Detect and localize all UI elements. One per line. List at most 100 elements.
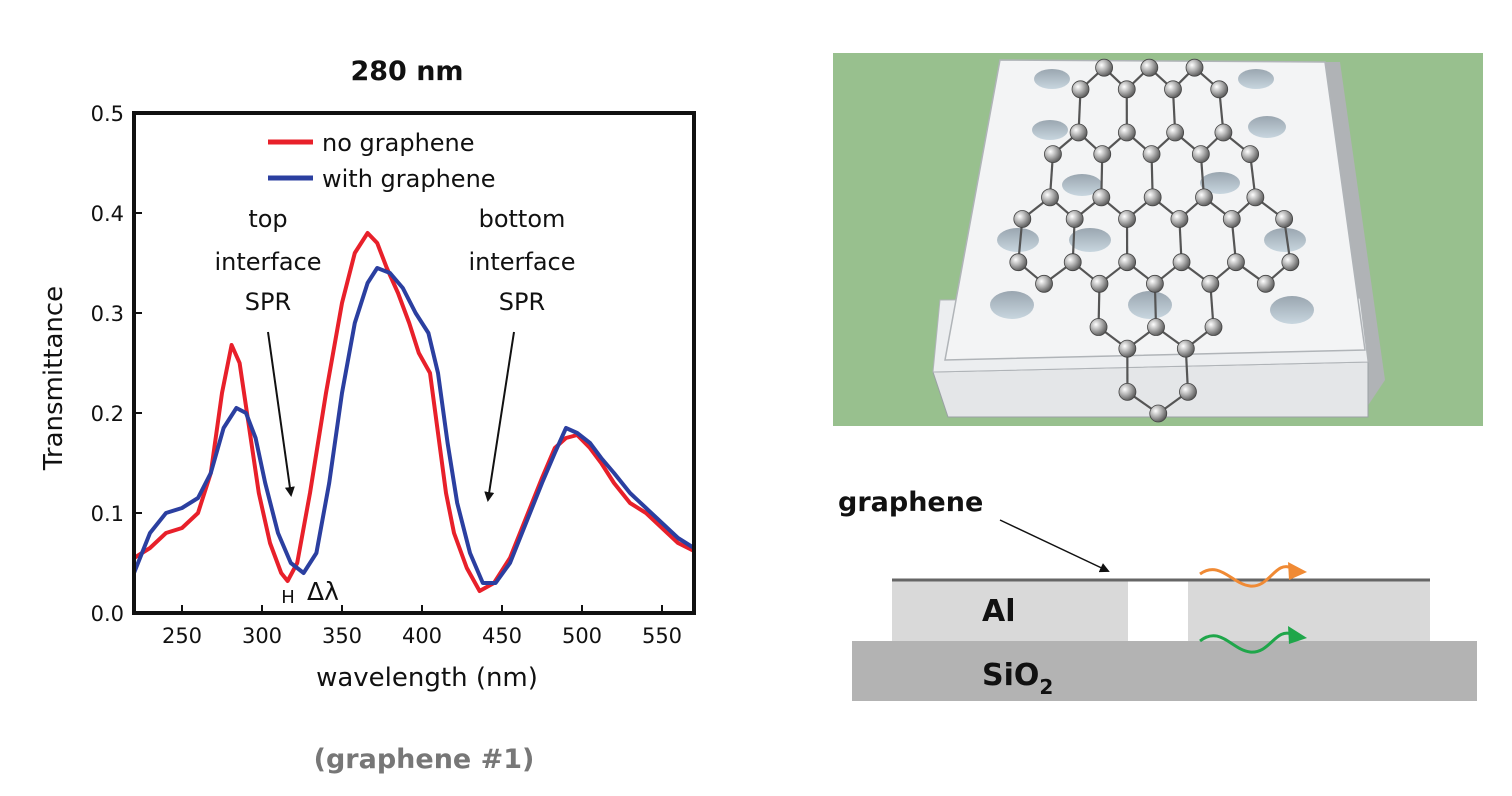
- carbon-atom: [1142, 145, 1161, 164]
- carbon-atom: [1089, 318, 1108, 336]
- annotation-h-mark: H: [281, 587, 295, 608]
- annotation-bottom-line3: SPR: [499, 288, 545, 316]
- carbon-atom: [1166, 123, 1185, 142]
- hole: [1238, 69, 1274, 89]
- x-tick-label: 250: [162, 624, 202, 648]
- graphene-pointer-arrow: [999, 519, 1110, 573]
- carbon-atom: [1227, 253, 1245, 272]
- sio2-label: SiO2: [982, 658, 1053, 699]
- top-surface-plasmon-wave: [1199, 565, 1293, 588]
- annotation-delta-lambda: Δλ: [307, 577, 339, 606]
- chart-subtitle: (graphene #1): [314, 744, 535, 775]
- carbon-atom: [1090, 274, 1109, 293]
- al-block-right: [1188, 581, 1430, 641]
- hole: [1270, 296, 1314, 324]
- hole: [1128, 291, 1172, 319]
- graphene-lattice: [1009, 58, 1300, 423]
- al-label: Al: [982, 594, 1016, 629]
- carbon-atom: [1118, 210, 1136, 228]
- carbon-atom: [1146, 274, 1164, 293]
- tick-layer: 250 300 350 400 450 500 550 0.0 0.1 0.2 0.3 0.4 0.5: [91, 102, 682, 648]
- x-tick-label: 550: [642, 624, 682, 648]
- annotation-bottom-arrow: [484, 331, 515, 502]
- y-tick-label: 0.3: [91, 302, 124, 326]
- sio2-label-subscript: 2: [1039, 675, 1053, 699]
- sio2-substrate: [852, 641, 1477, 701]
- annotation-bottom-interface: bottom interface SPR: [468, 205, 576, 502]
- carbon-atom: [1210, 80, 1229, 99]
- transmittance-chart: 280 nm Transmittance wavelength (nm) 250…: [39, 56, 696, 775]
- carbon-atom: [1071, 80, 1090, 99]
- carbon-atom: [1275, 210, 1294, 228]
- carbon-atom: [1195, 188, 1213, 207]
- carbon-atom: [1185, 58, 1204, 77]
- carbon-atom: [1256, 274, 1275, 293]
- series-layer: [132, 231, 696, 593]
- y-tick-label: 0.5: [91, 102, 124, 126]
- hole: [1069, 228, 1111, 252]
- carbon-atom: [1281, 253, 1300, 272]
- carbon-atom: [1149, 404, 1168, 423]
- carbon-atom: [1143, 188, 1162, 207]
- carbon-atom: [1241, 145, 1260, 164]
- annotation-top-line1: top: [248, 205, 287, 233]
- hole: [1034, 69, 1070, 89]
- carbon-atom: [1204, 318, 1223, 336]
- carbon-atom: [1044, 145, 1062, 164]
- carbon-atom: [1164, 80, 1182, 99]
- carbon-atom: [1118, 382, 1137, 401]
- carbon-atom: [1214, 123, 1233, 142]
- carbon-atom: [1176, 339, 1195, 358]
- carbon-atom: [1092, 188, 1111, 207]
- carbon-atom: [1035, 274, 1053, 293]
- x-tick-label: 500: [562, 624, 602, 648]
- carbon-atom: [1140, 58, 1159, 77]
- carbon-atom: [1063, 253, 1082, 272]
- y-tick-label: 0.0: [91, 602, 124, 626]
- carbon-atom: [1013, 210, 1032, 228]
- x-tick-label: 400: [402, 624, 442, 648]
- carbon-atom: [1118, 339, 1137, 358]
- y-tick-label: 0.1: [91, 502, 124, 526]
- bottom-wave-arrowhead: [1288, 626, 1307, 644]
- carbon-atom: [1222, 210, 1241, 228]
- x-tick-label: 300: [242, 624, 282, 648]
- carbon-atom: [1065, 210, 1084, 228]
- carbon-atom: [1069, 123, 1088, 142]
- graphene-3d-illustration: [833, 53, 1483, 426]
- holes: [990, 69, 1314, 324]
- legend-label-no-graphene: no graphene: [322, 129, 475, 157]
- series-line-with-graphene: [132, 266, 696, 585]
- annotation-top-line2: interface: [214, 248, 321, 276]
- hole: [1248, 116, 1286, 138]
- carbon-atom: [1179, 382, 1197, 401]
- carbon-atom: [1117, 80, 1136, 99]
- chart-title: 280 nm: [350, 56, 463, 87]
- carbon-atom: [1041, 188, 1059, 207]
- carbon-atom: [1117, 123, 1136, 142]
- annotation-top-interface: top interface SPR: [214, 205, 322, 497]
- hole: [1032, 120, 1068, 140]
- carbon-atom: [1191, 145, 1210, 164]
- carbon-atom: [1246, 188, 1265, 207]
- cross-section-schematic: graphene Al SiO2: [838, 487, 1477, 701]
- legend-label-with-graphene: with graphene: [322, 165, 496, 193]
- legend: no graphene with graphene: [268, 129, 496, 193]
- top-wave-arrowhead: [1288, 562, 1307, 580]
- carbon-atom: [1093, 145, 1112, 164]
- annotation-bottom-line2: interface: [468, 248, 575, 276]
- carbon-atom: [1170, 210, 1189, 228]
- carbon-atom: [1172, 253, 1191, 272]
- graphene-label: graphene: [838, 487, 983, 518]
- series-line-no-graphene: [132, 231, 695, 593]
- sio2-label-base: SiO: [982, 658, 1039, 693]
- x-tick-label: 350: [322, 624, 362, 648]
- carbon-atom: [1147, 318, 1165, 336]
- hole: [990, 291, 1034, 319]
- plot-frame: [132, 111, 696, 615]
- y-axis-label: Transmittance: [39, 286, 69, 471]
- bottom-surface-plasmon-wave: [1199, 631, 1293, 654]
- x-tick-label: 450: [482, 624, 522, 648]
- carbon-atom: [1201, 274, 1220, 293]
